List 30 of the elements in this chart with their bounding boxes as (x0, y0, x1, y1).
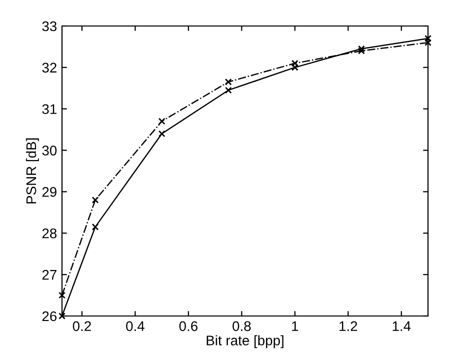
point (224, 86, 232, 94)
x-tick-label: 1.4 (392, 321, 411, 331)
y-axis-title: PSNR [dB] (26, 138, 39, 204)
x-tick-label: 0.6 (179, 321, 198, 332)
point (358, 47, 365, 54)
point (158, 118, 166, 125)
point (424, 39, 432, 46)
x-axis-title: Bit rate [bpp] (206, 335, 284, 348)
x-tick-label: 0.4 (126, 321, 144, 332)
y-tick-label: 27 (42, 270, 56, 280)
point (291, 64, 298, 71)
point (58, 292, 66, 299)
y-tick-label: 30 (42, 146, 57, 156)
point (158, 130, 166, 138)
x-tick-label: 0.8 (232, 321, 251, 332)
y-tick-label: 28 (42, 228, 57, 238)
point (224, 78, 232, 86)
y-tick-label: 31 (42, 104, 56, 114)
y-tick-label: 29 (42, 187, 56, 197)
point (92, 223, 99, 230)
x-tick-label: 0.2 (72, 321, 91, 332)
point (358, 45, 365, 52)
point (424, 34, 432, 42)
point (291, 60, 298, 67)
y-tick-label: 33 (42, 21, 57, 32)
x-tick-label: 1.2 (340, 321, 358, 331)
point (92, 196, 99, 204)
y-tick-label: 26 (42, 311, 57, 322)
x-tick-label: 1 (292, 321, 298, 331)
y-tick-label: 32 (42, 62, 56, 73)
